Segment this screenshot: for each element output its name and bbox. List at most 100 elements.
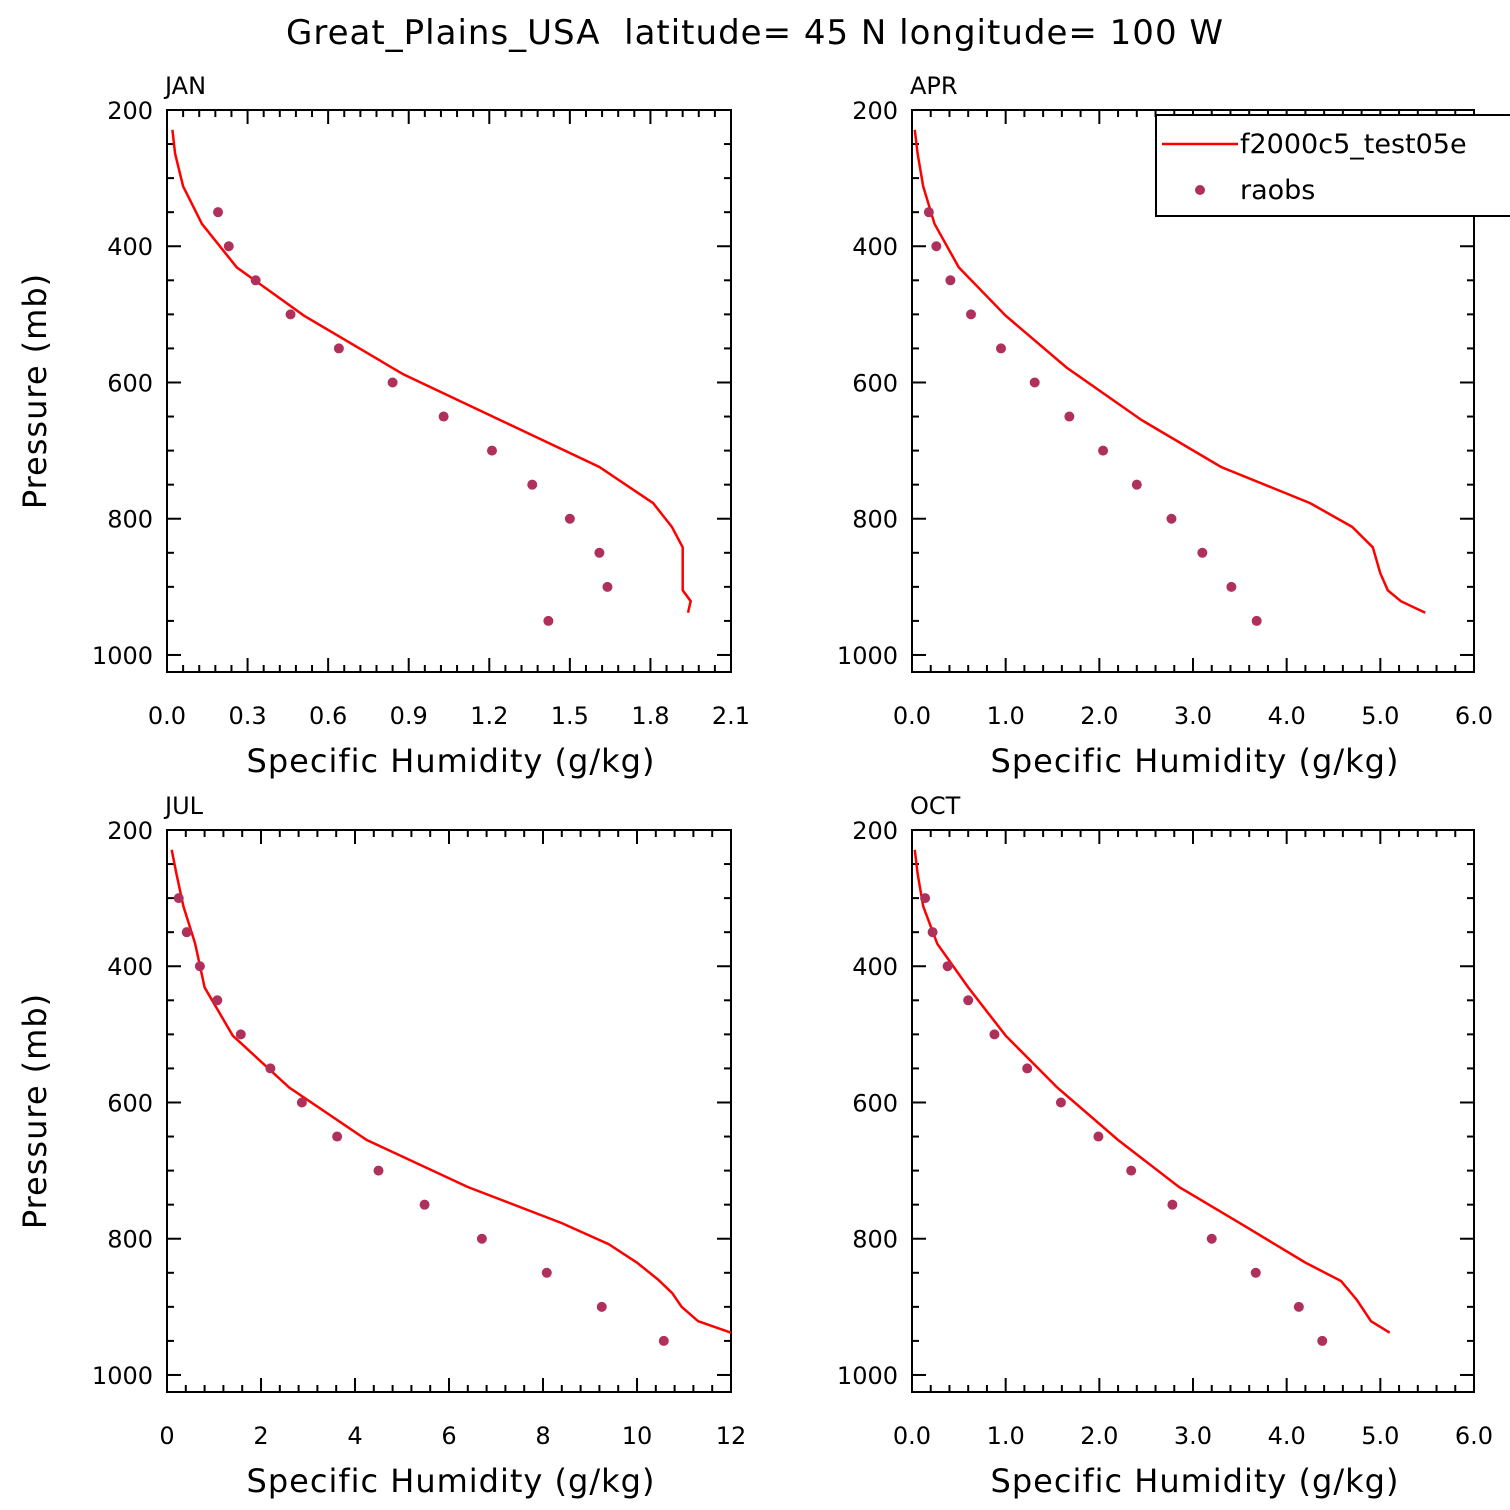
obs-point-jan — [213, 207, 224, 218]
obs-point-jul — [658, 1335, 669, 1346]
obs-point-apr — [966, 309, 977, 320]
x-tick-label: 0 — [159, 1422, 174, 1450]
x-tick-label: 5.0 — [1361, 702, 1399, 730]
x-axis-label: Specific Humidity (g/kg) — [247, 1462, 656, 1500]
x-tick-label: 8 — [535, 1422, 550, 1450]
obs-point-jan — [594, 547, 605, 558]
obs-point-jul — [596, 1301, 607, 1312]
y-tick-label: 1000 — [92, 642, 153, 670]
obs-point-apr — [1064, 411, 1075, 422]
model-line-apr — [913, 129, 1426, 614]
x-tick-label: 0.3 — [228, 702, 266, 730]
x-tick-label: 1.0 — [987, 1422, 1025, 1450]
obs-point-apr — [1131, 479, 1142, 490]
obs-point-jan — [223, 241, 234, 252]
panel-apr: APR 0.0 1.0 2.0 3.0 4.0 5.0 6.0 200 400 600 800 1000… — [837, 72, 1493, 780]
x-tick-label: 2.1 — [712, 702, 750, 730]
y-tick-label: 1000 — [837, 1362, 898, 1390]
obs-point-jul — [194, 961, 205, 972]
obs-point-oct — [1206, 1233, 1217, 1244]
plot-frame — [166, 109, 732, 673]
obs-point-apr — [995, 343, 1006, 354]
obs-point-jul — [332, 1131, 343, 1142]
y-tick-label: 600 — [852, 1089, 898, 1117]
obs-point-oct — [920, 893, 931, 904]
obs-point-jul — [235, 1029, 246, 1040]
y-tick-label: 400 — [852, 953, 898, 981]
obs-point-jul — [476, 1233, 487, 1244]
y-tick-label: 200 — [107, 817, 153, 845]
y-tick-label: 400 — [107, 233, 153, 261]
legend-label-obs: raobs — [1240, 175, 1315, 206]
y-tick-label: 800 — [852, 1226, 898, 1254]
y-tick-label: 600 — [107, 369, 153, 397]
panel-jul: JUL 0 2 4 6 8 10 12 200 400 600 800 1000 Specific Hum… — [16, 792, 746, 1500]
x-tick-label: 1.2 — [470, 702, 508, 730]
obs-point-jul — [419, 1199, 430, 1210]
panel-label-jul: JUL — [163, 792, 204, 820]
x-tick-label: 0.0 — [148, 702, 186, 730]
plot-frame — [911, 829, 1475, 1393]
obs-point-apr — [1029, 377, 1040, 388]
x-axis-label: Specific Humidity (g/kg) — [247, 742, 656, 780]
obs-point-jul — [265, 1063, 276, 1074]
model-line-jan — [171, 129, 693, 613]
x-tick-label: 3.0 — [1174, 1422, 1212, 1450]
obs-point-apr — [931, 241, 942, 252]
y-axis-label: Pressure (mb) — [16, 273, 54, 509]
obs-point-jul — [296, 1097, 307, 1108]
x-tick-label: 0.0 — [893, 1422, 931, 1450]
y-axis-label: Pressure (mb) — [16, 993, 54, 1229]
obs-point-oct — [1022, 1063, 1033, 1074]
obs-point-oct — [989, 1029, 1000, 1040]
legend-box — [1155, 114, 1510, 217]
x-tick-label: 4 — [347, 1422, 362, 1450]
obs-point-jan — [333, 343, 344, 354]
obs-point-apr — [1098, 445, 1109, 456]
y-tick-label: 1000 — [837, 642, 898, 670]
x-axis-label: Specific Humidity (g/kg) — [991, 742, 1400, 780]
model-line-jul — [170, 849, 731, 1334]
obs-point-apr — [945, 275, 956, 286]
x-tick-label: 0.0 — [893, 702, 931, 730]
legend-point-swatch — [1195, 185, 1205, 195]
x-tick-label: 0.6 — [309, 702, 347, 730]
y-tick-label: 200 — [852, 97, 898, 125]
x-tick-label: 1.0 — [987, 702, 1025, 730]
panel-oct: OCT 0.0 1.0 2.0 3.0 4.0 5.0 6.0 200 400 600 800 1000… — [837, 792, 1493, 1500]
y-tick-label: 200 — [107, 97, 153, 125]
x-tick-label: 6.0 — [1455, 1422, 1493, 1450]
obs-point-oct — [1250, 1267, 1261, 1278]
obs-point-jan — [564, 513, 575, 524]
obs-point-apr — [1166, 513, 1177, 524]
x-tick-label: 2 — [253, 1422, 268, 1450]
obs-point-jul — [541, 1267, 552, 1278]
x-tick-label: 10 — [622, 1422, 653, 1450]
obs-point-apr — [923, 207, 934, 218]
panel-label-jan: JAN — [163, 72, 206, 100]
y-tick-label: 400 — [107, 953, 153, 981]
x-tick-label: 2.0 — [1080, 1422, 1118, 1450]
x-tick-label: 12 — [716, 1422, 747, 1450]
obs-point-jan — [250, 275, 261, 286]
obs-point-jan — [387, 377, 398, 388]
x-tick-label: 0.9 — [390, 702, 428, 730]
y-tick-label: 600 — [107, 1089, 153, 1117]
obs-point-jul — [173, 893, 184, 904]
obs-point-jul — [212, 995, 223, 1006]
obs-point-jan — [527, 479, 538, 490]
obs-point-jan — [438, 411, 449, 422]
panel-jan: JAN 0.0 0.3 0.6 0.9 1.2 1.5 1.8 2.1 200 400 600 800 1… — [16, 72, 750, 780]
obs-point-oct — [963, 995, 974, 1006]
y-tick-label: 400 — [852, 233, 898, 261]
obs-point-jan — [543, 615, 554, 626]
obs-point-jan — [285, 309, 296, 320]
y-tick-label: 800 — [852, 506, 898, 534]
obs-point-oct — [942, 961, 953, 972]
x-tick-label: 4.0 — [1268, 1422, 1306, 1450]
model-line-oct — [913, 849, 1391, 1334]
y-tick-label: 800 — [107, 506, 153, 534]
x-tick-label: 5.0 — [1361, 1422, 1399, 1450]
